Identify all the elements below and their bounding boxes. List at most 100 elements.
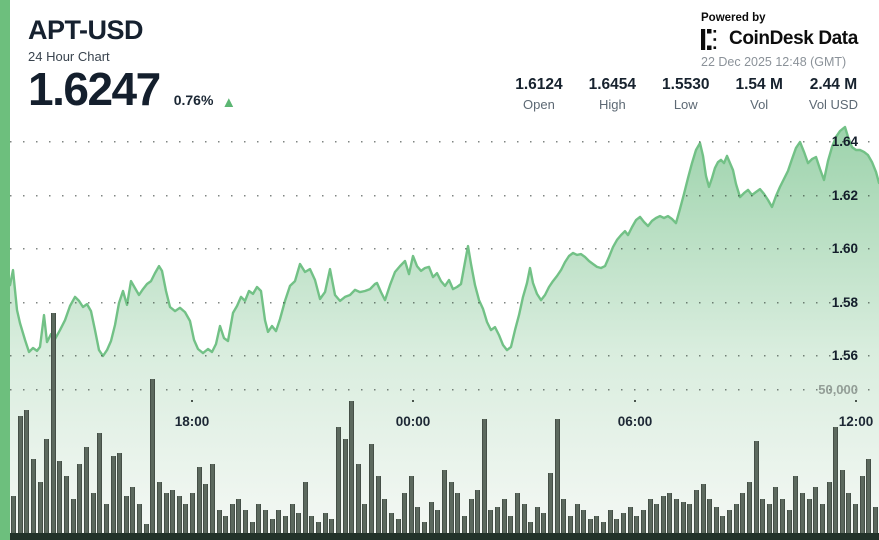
volume-bar [83, 447, 89, 533]
volume-bar [243, 510, 248, 533]
current-price-row: 1.6247 0.76% ▲ [28, 66, 236, 112]
timestamp: 22 Dec 2025 12:48 (GMT) [701, 55, 847, 69]
price-gridline [10, 141, 879, 143]
volume-bar [422, 522, 428, 533]
stat-vol: 1.54 M Vol [735, 76, 782, 112]
volume-bar [667, 493, 673, 533]
volume-bar [302, 482, 308, 533]
volume-bar [766, 504, 772, 533]
volume-bar [780, 499, 786, 533]
volume-bar [501, 499, 507, 533]
volume-bar [654, 504, 660, 533]
volume-bar [349, 401, 355, 533]
volume-bar [11, 496, 16, 533]
volume-bar [64, 476, 69, 533]
volume-bar [561, 499, 567, 533]
volume-bar [150, 379, 156, 533]
y-axis-price-label: 1.62 [831, 187, 858, 203]
volume-bar [375, 476, 381, 533]
volume-bar [786, 510, 792, 533]
volume-bar [262, 510, 268, 533]
volume-bar [435, 510, 441, 533]
x-axis-time-label: 00:00 [395, 414, 431, 429]
volume-bar [90, 493, 96, 533]
volume-bar [707, 499, 713, 533]
attribution-block: Powered by CoinDesk Data 22 Dec 2025 12:… [701, 12, 858, 69]
volume-bar [819, 504, 825, 533]
volume-bar [289, 504, 295, 533]
volume-bar [541, 513, 547, 533]
volume-bar [256, 504, 262, 533]
stat-label: High [598, 97, 626, 112]
volume-bar [647, 499, 653, 533]
coindesk-logo-icon [701, 28, 717, 50]
coindesk-brand-row[interactable]: CoinDesk Data [701, 28, 858, 50]
volume-bar [601, 522, 607, 533]
x-axis-time-label: 18:00 [174, 414, 210, 429]
volume-bar [793, 476, 799, 533]
volume-bar [508, 516, 514, 533]
stat-label: Open [523, 97, 555, 112]
volume-bar [733, 504, 739, 533]
volume-bar [190, 493, 195, 533]
volume-bar [17, 416, 23, 533]
volume-bar [382, 499, 388, 533]
volume-bar [746, 482, 752, 533]
volume-bar [800, 493, 805, 533]
volume-bar [475, 490, 481, 533]
volume-bar [468, 499, 474, 533]
volume-bar [428, 502, 434, 533]
volume-bar [123, 496, 129, 533]
price-area-fill [10, 127, 879, 533]
ohlc-stats-row: 1.6124 Open 1.6454 High 1.5530 Low 1.54 M Vol 2.… [515, 76, 858, 112]
volume-bar [110, 456, 116, 533]
volume-bar [249, 522, 255, 533]
volume-bar [660, 496, 666, 533]
volume-bar [402, 493, 408, 533]
volume-bar [760, 499, 766, 533]
x-axis-tick-dot [634, 400, 636, 402]
page-title: APT-USD [28, 15, 144, 45]
stat-value: 1.5530 [662, 76, 710, 93]
volume-bar [77, 464, 83, 533]
volume-bar [408, 476, 414, 533]
volume-bar [335, 427, 341, 533]
volume-bar [872, 507, 878, 533]
volume-bar [415, 507, 421, 533]
volume-bar [866, 459, 872, 533]
volume-bar [753, 441, 759, 533]
volume-bar [461, 516, 467, 533]
volume-bar [813, 487, 819, 533]
volume-bar [621, 513, 626, 533]
stat-open: 1.6124 Open [515, 76, 562, 112]
volume-bar [216, 510, 222, 533]
volume-bar [130, 487, 136, 533]
volume-bar [441, 470, 447, 533]
volume-bar [223, 516, 229, 533]
stat-vol-usd: 2.44 M Vol USD [809, 76, 858, 112]
volume-bar [740, 493, 746, 533]
volume-bar [640, 510, 646, 533]
volume-bar [143, 524, 149, 533]
volume-bar [534, 507, 540, 533]
volume-bar [269, 519, 275, 533]
volume-bar [209, 464, 215, 533]
volume-bar [183, 504, 189, 533]
volume-bar [488, 510, 494, 533]
x-axis-tick-dot [191, 400, 193, 402]
volume-bar [853, 504, 858, 533]
stat-value: 1.6124 [515, 76, 563, 93]
x-axis-time-label: 06:00 [617, 414, 653, 429]
volume-bar [44, 439, 50, 533]
price-gridline [10, 389, 879, 391]
volume-bar [826, 482, 832, 533]
volume-bar [554, 419, 560, 533]
coindesk-brand-text: CoinDesk Data [729, 28, 858, 49]
volume-bar [362, 504, 368, 533]
volume-bar [329, 519, 335, 533]
volume-bar [846, 493, 852, 533]
change-percent: 0.76% [173, 92, 214, 108]
price-gridline [10, 248, 879, 250]
volume-bar [117, 453, 123, 533]
